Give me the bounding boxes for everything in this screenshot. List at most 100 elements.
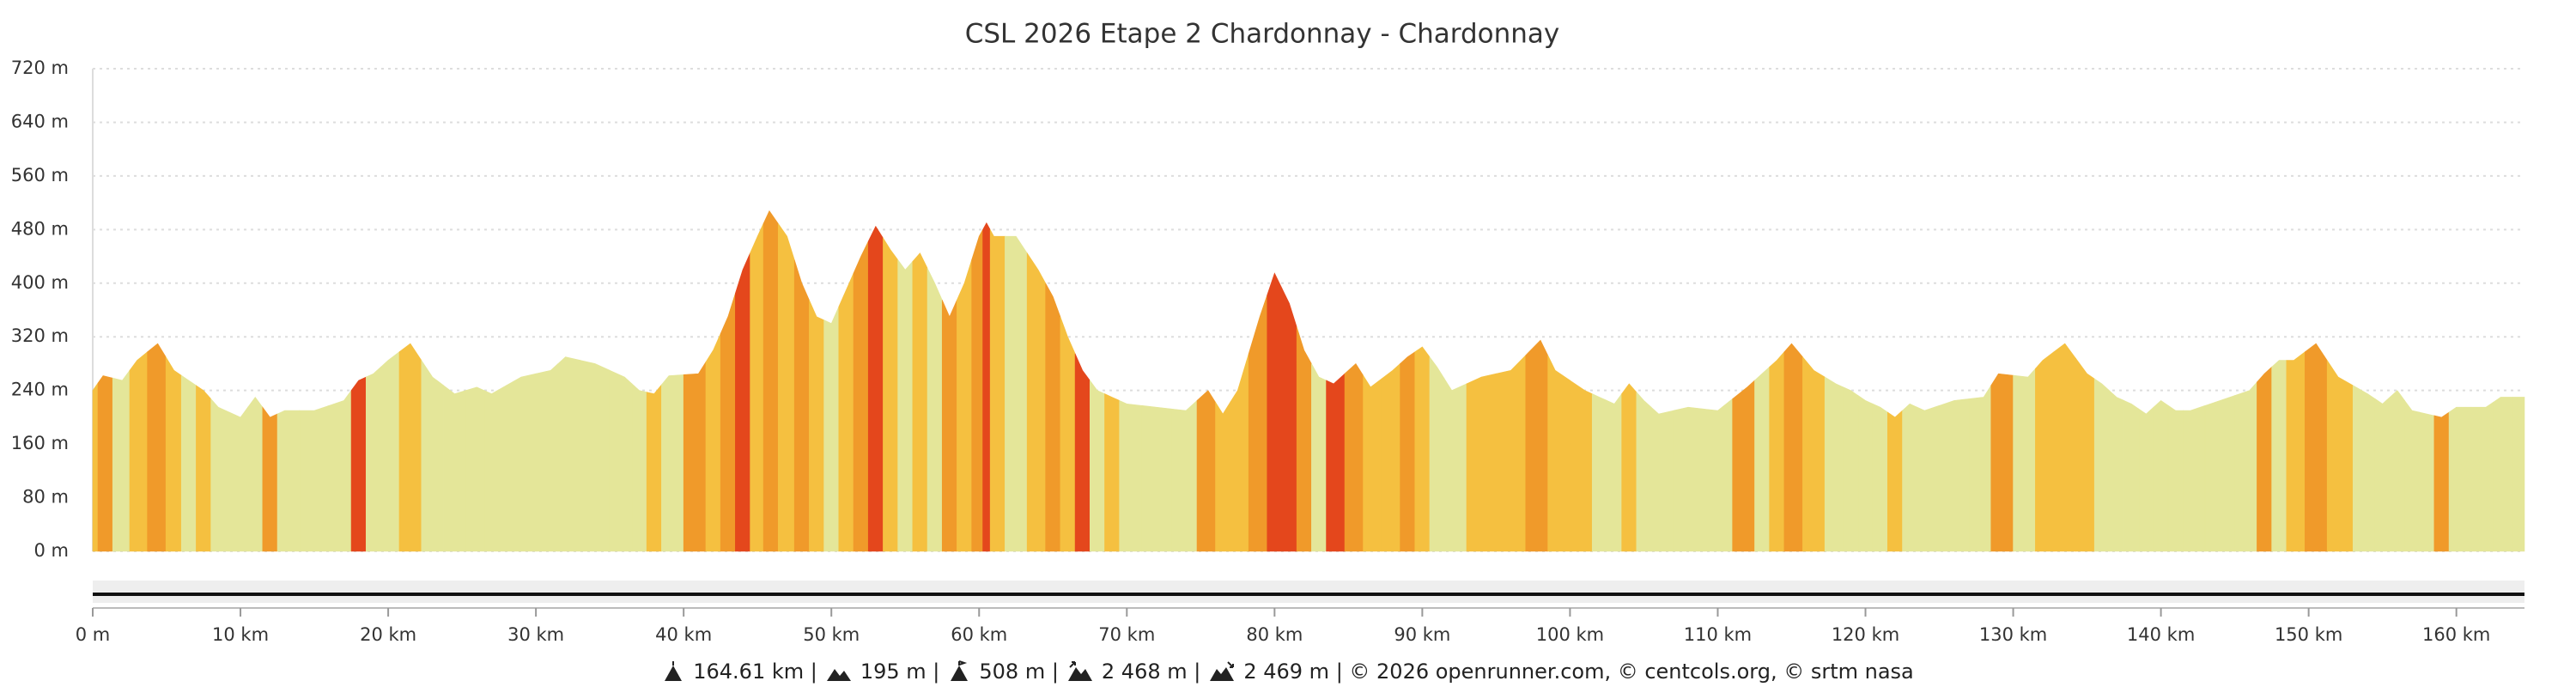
y-tick-label: 480 m — [11, 218, 69, 239]
y-tick-label: 0 m — [34, 540, 70, 561]
y-tick-label: 320 m — [11, 325, 69, 346]
elevation-segment — [941, 300, 957, 552]
elevation-segment — [112, 369, 131, 552]
elevation-segment — [823, 306, 840, 552]
elevation-segment — [2153, 399, 2169, 552]
elevation-segment — [180, 374, 197, 552]
elevation-segment — [989, 229, 1005, 552]
elevation-segment — [210, 398, 230, 552]
elevation-segment — [2138, 406, 2154, 552]
elevation-segment — [557, 356, 581, 552]
elevation-segment — [247, 396, 264, 552]
elevation-segment — [1496, 354, 1527, 552]
elevation-segment — [1381, 362, 1400, 552]
elevation-segment — [2448, 406, 2472, 552]
elevation-segment — [196, 385, 211, 552]
elevation-segment — [912, 252, 928, 552]
elevation-segment — [2389, 390, 2405, 552]
elevation-segment — [1466, 373, 1497, 552]
elevation-segment — [1267, 272, 1283, 552]
elevation-segment — [97, 375, 113, 552]
elevation-segment — [398, 343, 422, 552]
stat: 195 m | — [860, 660, 940, 684]
elevation-segment — [483, 385, 507, 552]
x-tick-label: 60 km — [951, 624, 1007, 645]
elevation-segment — [228, 406, 248, 552]
elevation-segment — [2013, 368, 2036, 552]
x-tick-label: 90 km — [1394, 624, 1450, 645]
x-tick-label: 20 km — [360, 624, 416, 645]
elevation-segment — [1443, 377, 1467, 552]
elevation-segment — [147, 343, 167, 552]
x-tick-label: 40 km — [655, 624, 712, 645]
elevation-segment — [735, 252, 750, 552]
elevation-segment — [328, 389, 352, 552]
elevation-segment — [1311, 363, 1327, 552]
elevation-segment — [1802, 356, 1826, 552]
elevation-segment — [299, 404, 330, 552]
elevation-segment — [580, 360, 611, 552]
elevation-segment — [1119, 399, 1142, 552]
navigator[interactable] — [93, 581, 2524, 603]
elevation-segment — [1607, 392, 1622, 552]
elevation-segment — [1215, 401, 1231, 552]
elevation-segment — [365, 366, 381, 552]
elevation-segment — [1296, 326, 1312, 552]
stat: 2 468 m | — [1101, 660, 1201, 684]
elevation-segment — [2093, 378, 2110, 552]
descent-icon — [1210, 661, 1235, 681]
elevation-segment — [1702, 398, 1733, 552]
x-tick-label: 100 km — [1536, 624, 1604, 645]
elevation-segment — [1547, 355, 1571, 552]
elevation-segment — [957, 259, 972, 552]
elevation-segment — [1060, 316, 1076, 552]
elevation-segment — [2352, 385, 2376, 552]
elevation-segment — [1196, 390, 1216, 552]
elevation-segment — [1414, 346, 1431, 552]
elevation-segment — [2053, 343, 2076, 552]
y-tick-label: 160 m — [11, 433, 69, 453]
elevation-segment — [897, 258, 914, 552]
elevation-segment — [2183, 404, 2206, 552]
elevation-segment — [276, 410, 301, 552]
x-tick-label: 150 km — [2275, 624, 2342, 645]
x-tick-label: 80 km — [1246, 624, 1303, 645]
elevation-segment — [165, 356, 182, 552]
elevation-segment — [1939, 398, 1970, 552]
x-tick-label: 30 km — [507, 624, 564, 645]
elevation-segment — [1843, 386, 1859, 552]
x-tick-label: 140 km — [2127, 624, 2195, 645]
elevation-segment — [720, 293, 736, 552]
y-tick-label: 720 m — [11, 58, 69, 78]
y-tick-label: 560 m — [11, 165, 69, 185]
elevation-segment — [1248, 295, 1268, 552]
elevation-segment — [2305, 343, 2328, 552]
elevation-segment — [1170, 399, 1198, 552]
y-tick-label: 240 m — [11, 380, 69, 400]
min-alt-icon — [826, 669, 851, 681]
elevation-segment — [2419, 411, 2435, 552]
elevation-segment — [1783, 343, 1803, 552]
chart: CSL 2026 Etape 2 Chardonnay - Chardonnay… — [11, 19, 2525, 645]
elevation-segment — [129, 351, 148, 552]
elevation-segment — [2326, 359, 2354, 552]
y-tick-label: 400 m — [11, 272, 69, 293]
y-tick-label: 640 m — [11, 111, 69, 131]
elevation-segment — [1887, 410, 1903, 552]
elevation-segment — [262, 406, 278, 552]
elevation-segment — [92, 382, 99, 552]
elevation-segment — [1570, 380, 1593, 552]
distance-icon — [665, 661, 683, 681]
elevation-segment — [506, 373, 537, 552]
elevation-segment — [1089, 380, 1105, 552]
elevation-segment — [1230, 353, 1249, 552]
elevation-segment — [646, 384, 662, 552]
elevation-segment — [883, 237, 898, 552]
elevation-segment — [1429, 356, 1445, 552]
elevation-segment — [1673, 406, 1704, 552]
elevation-segment — [1968, 384, 1992, 552]
x-tick-label: 50 km — [803, 624, 860, 645]
elevation-segment — [2404, 399, 2420, 552]
plot-area — [92, 68, 2525, 552]
elevation-segment — [1104, 393, 1120, 552]
